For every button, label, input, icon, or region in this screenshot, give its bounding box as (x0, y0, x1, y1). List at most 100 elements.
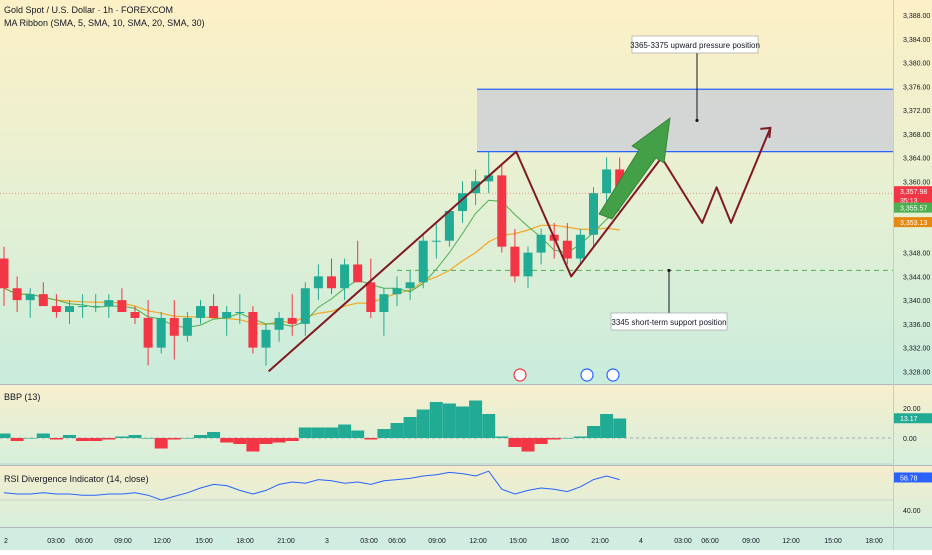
candle-body (248, 312, 258, 348)
bbp-bar (495, 436, 509, 438)
bbp-bar (141, 438, 155, 439)
candle-body (300, 288, 310, 324)
price-tick: 3,372.00 (903, 108, 930, 115)
bbp-bar (403, 417, 417, 438)
main-pane-background (0, 0, 932, 384)
bbp-bar (456, 406, 469, 438)
candle-body (313, 276, 323, 289)
candle-body (0, 258, 9, 289)
bbp-bar (10, 438, 24, 441)
indicator-legend[interactable]: MA Ribbon (SMA, 5, SMA, 10, SMA, 20, SMA… (4, 18, 205, 28)
candle-body (209, 306, 219, 318)
bbp-value: 13.17 (900, 416, 918, 423)
time-axis-background (0, 527, 932, 550)
bbp-bar (167, 438, 181, 440)
candle-body (51, 306, 61, 312)
candle-body (25, 294, 35, 301)
resistance-label-box (631, 35, 759, 54)
candle-body (510, 246, 520, 277)
bbp-legend[interactable]: BBP (13) (4, 392, 41, 402)
candle-body (130, 312, 140, 318)
time-label: 09:00 (114, 538, 132, 545)
resistance-label: 3365-3375 upward pressure position (630, 41, 760, 50)
time-label: 12:00 (153, 538, 171, 545)
rsi-plot (0, 463, 893, 501)
bbp-bar (560, 438, 574, 439)
bbp-bar (587, 426, 600, 438)
time-label: 06:00 (388, 538, 406, 545)
bbp-bar (547, 438, 561, 440)
time-label: 03:00 (674, 538, 692, 545)
projection-arrowhead (760, 126, 772, 138)
time-label: 09:00 (742, 538, 760, 545)
candle-body (12, 288, 22, 301)
price-tick: 3,344.00 (903, 274, 930, 281)
main-plot: 3365-3375 upward pressure position 3345 s… (0, 35, 893, 382)
candle-body (444, 211, 454, 241)
candle-body (523, 252, 533, 277)
time-label: 06:00 (75, 538, 93, 545)
time-label: 12:00 (782, 538, 800, 545)
bbp-bar (0, 433, 11, 438)
bbp-bar (220, 438, 234, 443)
candle-body (91, 306, 101, 308)
bbp-tick: 0.00 (903, 436, 917, 443)
time-label: 09:00 (428, 538, 446, 545)
bbp-bar (89, 438, 103, 441)
candle-body (431, 240, 441, 242)
bbp-bar (534, 438, 548, 444)
rsi-value-tag (894, 472, 932, 483)
price-tick: 3,384.00 (903, 37, 930, 44)
bbp-tick: 20.00 (903, 406, 921, 413)
candle-body (458, 193, 467, 212)
price-tick: 3,332.00 (903, 346, 930, 353)
bbp-bar (154, 438, 168, 449)
candle-body (575, 234, 585, 259)
bbp-plot (0, 400, 893, 452)
candle-body (589, 193, 598, 235)
time-label: 15:00 (195, 538, 213, 545)
price-tick: 3,376.00 (903, 84, 930, 91)
axes: 3,388.00 3,384.00 3,380.00 3,376.00 3,372.00… (4, 13, 932, 545)
bbp-bar (377, 429, 391, 438)
bbp-bar (128, 435, 142, 438)
bbp-bar (482, 414, 496, 438)
candle-body (602, 169, 612, 194)
bbp-bar (298, 427, 312, 438)
price-tick: 3,336.00 (903, 322, 930, 329)
time-label: 18:00 (865, 538, 883, 545)
ma-fast-value: 3,355.57 (900, 206, 927, 213)
candle-body (274, 317, 284, 330)
bbp-bar (390, 423, 404, 438)
countdown: 35:13 (900, 198, 918, 205)
bbp-bar (102, 438, 116, 440)
rsi-legend[interactable]: RSI Divergence Indicator (14, close) (4, 474, 149, 484)
bbp-bar (429, 402, 443, 438)
bbp-bar (469, 400, 483, 438)
time-label: 18:00 (236, 538, 254, 545)
bbp-bar (416, 409, 430, 438)
last-price-tag (894, 186, 932, 207)
bbp-bar (508, 438, 522, 447)
time-label: 03:00 (360, 538, 378, 545)
ma-line-fast (3, 199, 620, 328)
rsi-line (3, 470, 620, 501)
candle-body (340, 264, 350, 289)
candle-body (392, 288, 402, 295)
candle-body (156, 317, 166, 348)
candle-body (143, 317, 153, 348)
ma-fast-value-tag (894, 202, 932, 213)
bbp-bar (521, 438, 535, 452)
price-tick: 3,364.00 (903, 156, 930, 163)
candle-body (353, 264, 363, 283)
bbp-bar (442, 403, 456, 438)
chart-title[interactable]: Gold Spot / U.S. Dollar · 1h · FOREXCOM (4, 5, 174, 15)
time-label: 15:00 (509, 538, 527, 545)
bbp-bar (325, 427, 338, 438)
time-label: 3 (325, 538, 329, 545)
rsi-pane-background (0, 466, 932, 527)
time-label: 21:00 (591, 538, 609, 545)
candle-body (65, 306, 74, 312)
candle-body (536, 234, 546, 253)
